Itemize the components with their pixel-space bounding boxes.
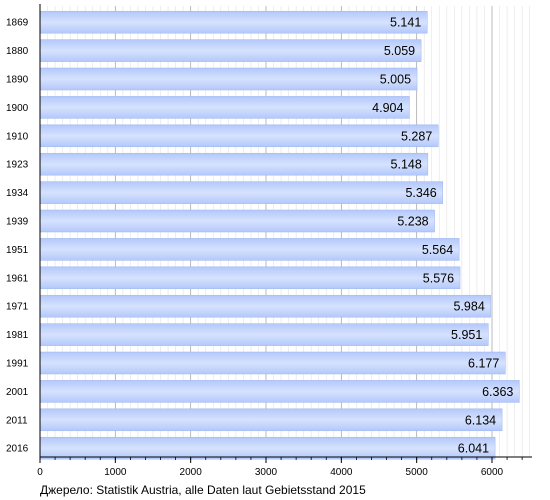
x-tick-label: 1000 bbox=[104, 467, 127, 478]
bar bbox=[39, 67, 418, 91]
category-label: 1981 bbox=[6, 330, 29, 341]
category-label: 1961 bbox=[6, 273, 29, 284]
category-label: 1951 bbox=[6, 245, 29, 256]
bar bbox=[39, 380, 520, 403]
bar bbox=[39, 436, 496, 460]
bar-value-label: 5.287 bbox=[401, 129, 432, 143]
bar bbox=[39, 323, 489, 346]
x-tick-label: 4000 bbox=[330, 467, 353, 478]
bar-value-label: 5.148 bbox=[391, 158, 422, 172]
x-tick-label: 2000 bbox=[180, 467, 203, 478]
bar-value-label: 5.984 bbox=[454, 300, 485, 314]
bar-value-label: 6.041 bbox=[458, 442, 489, 456]
bar-value-label: 5.238 bbox=[397, 215, 428, 229]
bar-value-label: 6.134 bbox=[465, 413, 496, 427]
category-label: 1939 bbox=[6, 217, 29, 228]
bar-value-label: 4.904 bbox=[372, 101, 403, 115]
bar-value-label: 6.177 bbox=[468, 357, 499, 371]
bar-value-label: 5.346 bbox=[405, 186, 436, 200]
bar bbox=[39, 294, 492, 318]
bar bbox=[39, 238, 460, 261]
bar bbox=[39, 10, 428, 34]
category-label: 1934 bbox=[6, 188, 29, 199]
bar bbox=[39, 351, 506, 375]
bar bbox=[39, 209, 435, 233]
bar-value-label: 6.363 bbox=[482, 385, 513, 399]
bar bbox=[39, 181, 443, 204]
bar-value-label: 5.951 bbox=[451, 328, 482, 342]
bar bbox=[39, 39, 422, 62]
axes: 1869 1880 1890 1900 1910 1923 1934 1939 1951 1961… bbox=[6, 4, 532, 478]
bar bbox=[39, 408, 503, 432]
x-tick-label: 3000 bbox=[255, 467, 278, 478]
category-label: 1923 bbox=[6, 160, 29, 171]
category-label: 2001 bbox=[6, 387, 29, 398]
bar bbox=[39, 96, 410, 119]
bar-value-label: 5.005 bbox=[380, 73, 411, 87]
x-tick-label: 0 bbox=[37, 467, 43, 478]
category-label: 1880 bbox=[6, 46, 29, 57]
category-label: 2016 bbox=[6, 444, 29, 455]
x-tick-label: 5000 bbox=[406, 467, 429, 478]
bar-value-label: 5.564 bbox=[422, 243, 453, 257]
bar-value-label: 5.141 bbox=[390, 16, 421, 30]
category-label: 1900 bbox=[6, 103, 29, 114]
bar bbox=[39, 124, 439, 148]
category-label: 1869 bbox=[6, 18, 29, 29]
bar bbox=[39, 152, 429, 176]
bar-value-label: 5.576 bbox=[423, 271, 454, 285]
category-label: 1910 bbox=[6, 131, 29, 142]
source-caption: Джерело: Statistik Austria, alle Daten l… bbox=[40, 483, 366, 497]
category-label: 2011 bbox=[6, 415, 28, 426]
bars: 5.141 5.059 5.005 4.904 5.287 5.148 5.346 5.238… bbox=[39, 10, 520, 460]
category-label: 1890 bbox=[6, 75, 29, 86]
category-label: 1991 bbox=[6, 359, 29, 370]
category-label: 1971 bbox=[6, 302, 29, 313]
bar bbox=[39, 266, 461, 290]
bar-value-label: 5.059 bbox=[384, 44, 415, 58]
x-tick-label: 6000 bbox=[481, 467, 504, 478]
